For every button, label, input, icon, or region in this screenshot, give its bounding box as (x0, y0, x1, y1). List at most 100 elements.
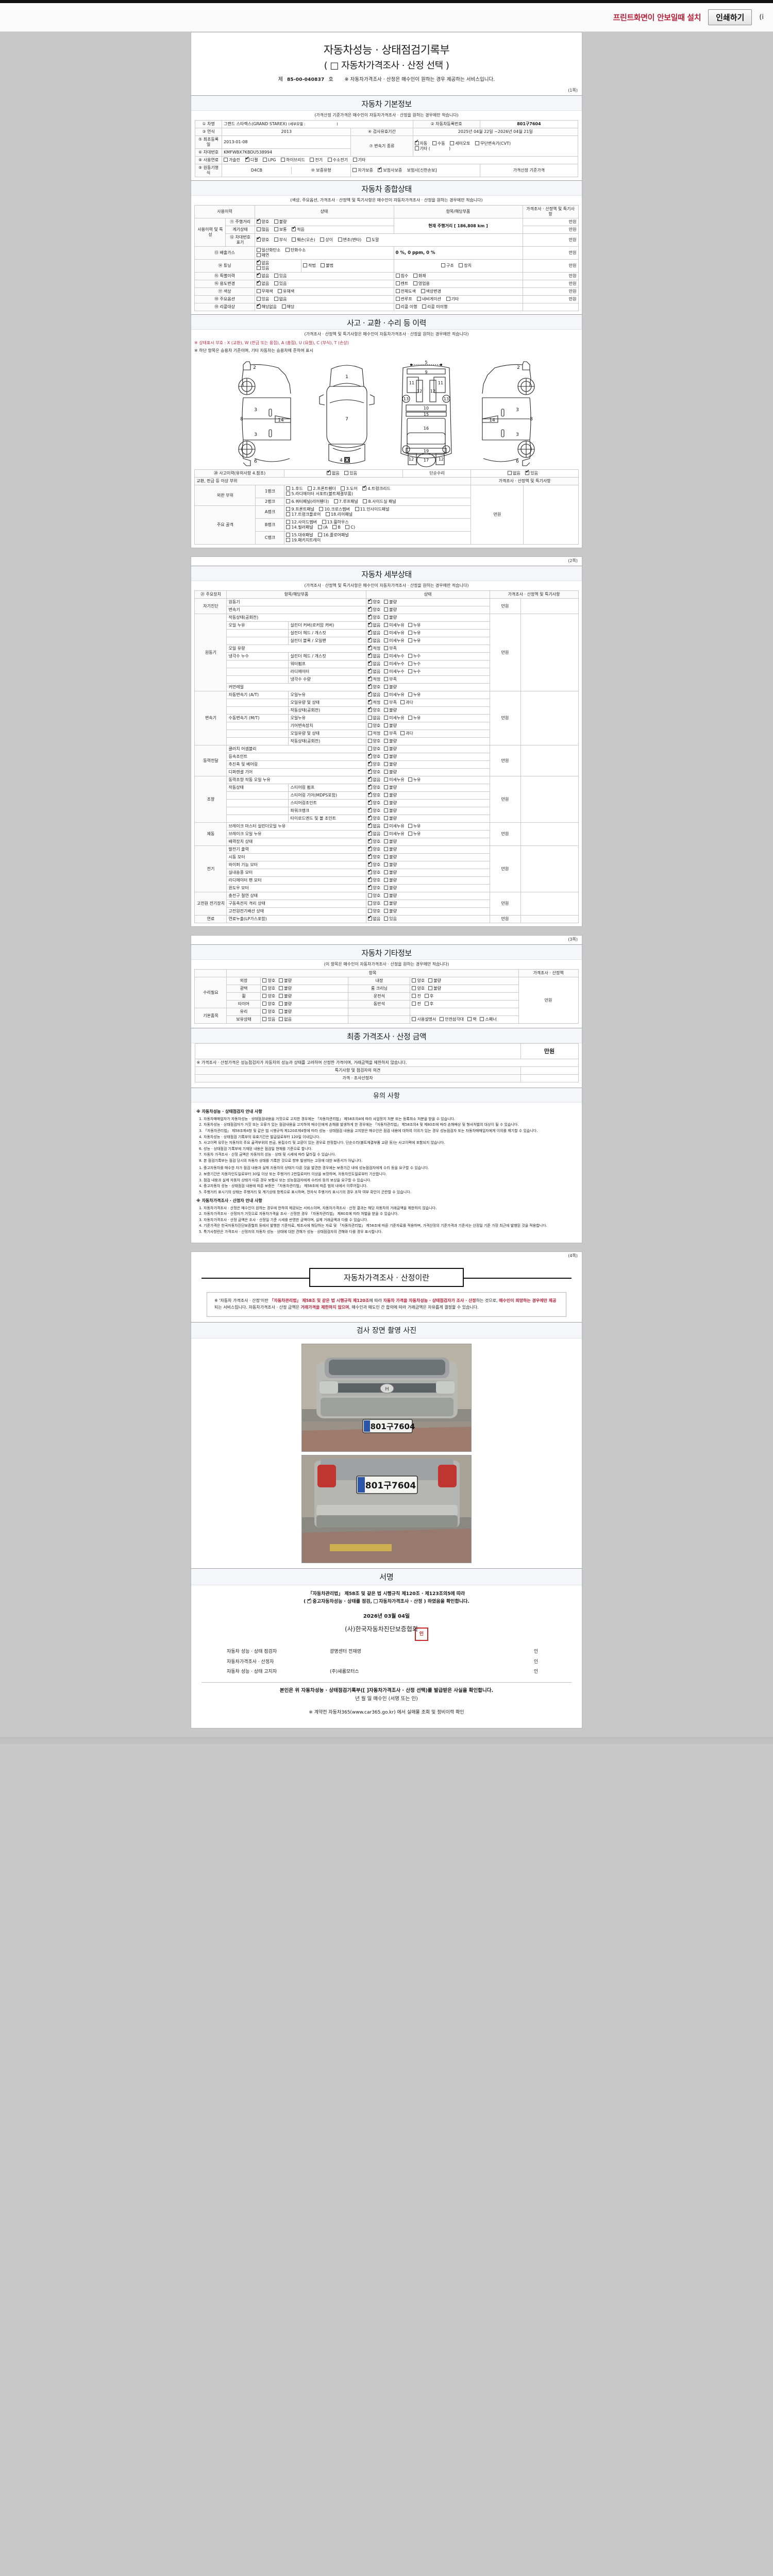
state-option[interactable]: 불량 (279, 1009, 292, 1014)
checkbox-icon[interactable] (262, 978, 267, 982)
checkbox-icon[interactable] (367, 622, 372, 627)
state-option[interactable]: 부족 (384, 731, 397, 736)
opt-colorchange[interactable]: 색상변경 (421, 289, 441, 294)
state-option[interactable]: 양호 (262, 1002, 275, 1007)
checkbox-icon[interactable] (245, 157, 249, 162)
state-option[interactable]: 불량 (384, 685, 397, 690)
opt-illegal[interactable]: 불법 (321, 263, 333, 268)
checkbox-icon[interactable] (367, 807, 372, 812)
checkbox-icon[interactable] (367, 815, 372, 820)
state-option[interactable]: 없음 (367, 691, 380, 698)
checkbox-icon[interactable] (352, 158, 357, 162)
state-option[interactable]: 불량 (384, 870, 397, 875)
checkbox-icon[interactable] (384, 662, 389, 666)
checkbox-icon[interactable] (408, 824, 412, 828)
state-option[interactable]: 전 (412, 994, 421, 999)
checkbox-icon[interactable] (384, 731, 389, 735)
checkbox-icon[interactable] (274, 274, 278, 278)
checkbox-icon[interactable] (362, 485, 366, 490)
fuel-opt-hydrogen[interactable]: 수소전기 (327, 158, 348, 163)
checkbox-icon[interactable] (408, 631, 412, 635)
checkbox-icon[interactable] (341, 486, 345, 490)
opt-other[interactable]: 기타 (446, 297, 459, 302)
state-option[interactable]: 미세누유 (384, 638, 405, 643)
checkbox-icon[interactable] (279, 978, 283, 982)
checkbox-icon[interactable] (395, 274, 400, 278)
checkbox-icon[interactable] (285, 248, 290, 252)
checkbox-icon[interactable] (281, 304, 286, 309)
state-option[interactable]: 불량 (384, 747, 397, 752)
checkbox-icon[interactable] (367, 909, 372, 913)
state-option[interactable]: 없음 (367, 716, 380, 721)
part-17-trunkfloor[interactable]: 17.트렁크플로어 (286, 512, 321, 517)
checkbox-icon[interactable] (332, 525, 337, 529)
state-option[interactable]: 불량 (384, 901, 397, 906)
opt-recall-done[interactable]: 리콜 이행 (395, 304, 417, 310)
state-option[interactable]: 누수 (408, 669, 421, 674)
part-14-pillarpanel[interactable]: 14.필러패널 (286, 525, 313, 530)
state-option[interactable]: 양호 (412, 978, 425, 984)
trans-opt-manual[interactable]: 수동 (432, 141, 445, 146)
checkbox-icon[interactable] (308, 486, 312, 490)
checkbox-icon[interactable] (412, 994, 416, 998)
checkbox-icon[interactable] (384, 716, 389, 720)
state-option[interactable]: 불량 (384, 886, 397, 891)
state-option[interactable]: 양호 (367, 599, 380, 605)
state-option[interactable]: 후 (424, 994, 433, 999)
checkbox-icon[interactable] (408, 662, 412, 666)
checkbox-icon[interactable] (384, 832, 389, 836)
state-option[interactable]: 불량 (279, 986, 292, 991)
checkbox-icon[interactable] (344, 471, 349, 475)
checkbox-icon[interactable] (274, 281, 278, 285)
checkbox-icon[interactable] (384, 816, 389, 820)
checkbox-icon[interactable] (274, 238, 278, 242)
checkbox-icon[interactable] (367, 739, 372, 743)
checkbox-icon[interactable] (384, 909, 389, 913)
checkbox-icon[interactable] (367, 901, 372, 905)
state-option[interactable]: 불량 (384, 723, 397, 728)
trans-opt-semi[interactable]: 세미오토 (450, 141, 470, 146)
checkbox-icon[interactable] (384, 762, 389, 766)
checkbox-icon[interactable] (367, 761, 372, 766)
checkbox-icon[interactable] (408, 777, 412, 782)
part-4-trunklid[interactable]: 4.트렁크리드 (362, 485, 391, 492)
checkbox-icon[interactable] (428, 986, 433, 990)
checkbox-icon[interactable] (384, 893, 389, 897)
checkbox-icon[interactable] (408, 832, 412, 836)
checkbox-icon[interactable] (378, 167, 382, 172)
checkbox-icon[interactable] (367, 869, 372, 874)
checkbox-icon[interactable] (322, 520, 326, 524)
part-2-fender[interactable]: 2.프론트휀더 (308, 486, 336, 492)
part-19-packagetray[interactable]: 19.패키지트레이 (286, 538, 321, 543)
checkbox-icon[interactable] (224, 158, 228, 162)
checkbox-icon[interactable] (400, 700, 405, 704)
checkbox-icon[interactable] (384, 646, 389, 650)
state-option[interactable]: 없음 (367, 637, 380, 643)
fuel-opt-diesel[interactable]: 디젤 (245, 157, 258, 163)
trans-opt-auto[interactable]: 자동 (414, 140, 427, 146)
checkbox-icon[interactable] (384, 901, 389, 905)
checkbox-icon[interactable] (286, 525, 291, 529)
basic-item-option[interactable]: 사용설명서 (412, 1017, 436, 1022)
state-option[interactable]: 불량 (428, 986, 441, 991)
state-option[interactable]: 불량 (384, 770, 397, 775)
state-option[interactable]: 양호 (367, 739, 380, 744)
state-option[interactable]: 양호 (412, 986, 425, 991)
checkbox-icon[interactable] (384, 623, 389, 627)
checkbox-icon[interactable] (286, 538, 291, 542)
checkbox-icon[interactable] (262, 1009, 267, 1013)
state-option[interactable]: 양호 (367, 761, 380, 767)
state-option[interactable]: 부족 (384, 700, 397, 705)
warranty-opt-self[interactable]: 자가보증 (352, 168, 373, 173)
opt-structure[interactable]: 구조 (441, 263, 454, 268)
checkbox-icon[interactable] (384, 754, 389, 758)
trans-opt-cvt[interactable]: 무단변속기(CVT) (475, 141, 511, 146)
checkbox-icon[interactable] (286, 499, 291, 503)
checkbox-icon[interactable] (417, 297, 422, 301)
state-option[interactable]: 미세누유 (384, 716, 405, 721)
opt-corrode[interactable]: 부식 (274, 238, 287, 243)
state-option[interactable]: 누유 (408, 631, 421, 636)
checkbox-icon[interactable] (367, 747, 372, 751)
checkbox-icon[interactable] (395, 289, 400, 293)
checkbox-icon[interactable] (408, 654, 412, 658)
